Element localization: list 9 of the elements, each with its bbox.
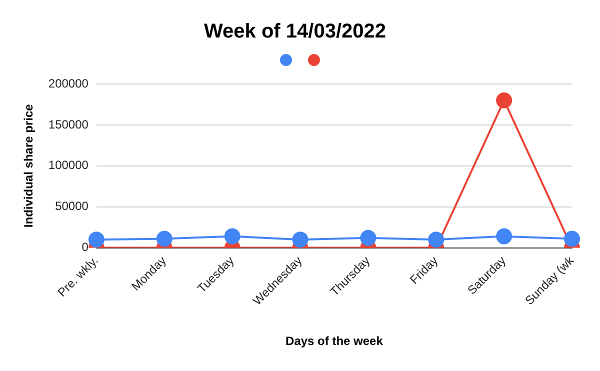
y-tick-label: 0 <box>82 240 89 254</box>
x-tick-label: Pre. wkly. <box>54 253 101 300</box>
x-axis-title: Days of the week <box>286 334 384 348</box>
y-tick-label: 100000 <box>48 158 89 172</box>
y-tick-label: 50000 <box>55 199 89 214</box>
y-tick-label: 200000 <box>48 76 89 90</box>
y-axis-title: Individual share price <box>22 104 36 228</box>
chart-title: Week of 14/03/2022 <box>204 20 386 43</box>
y-tick-label: 150000 <box>48 117 89 132</box>
